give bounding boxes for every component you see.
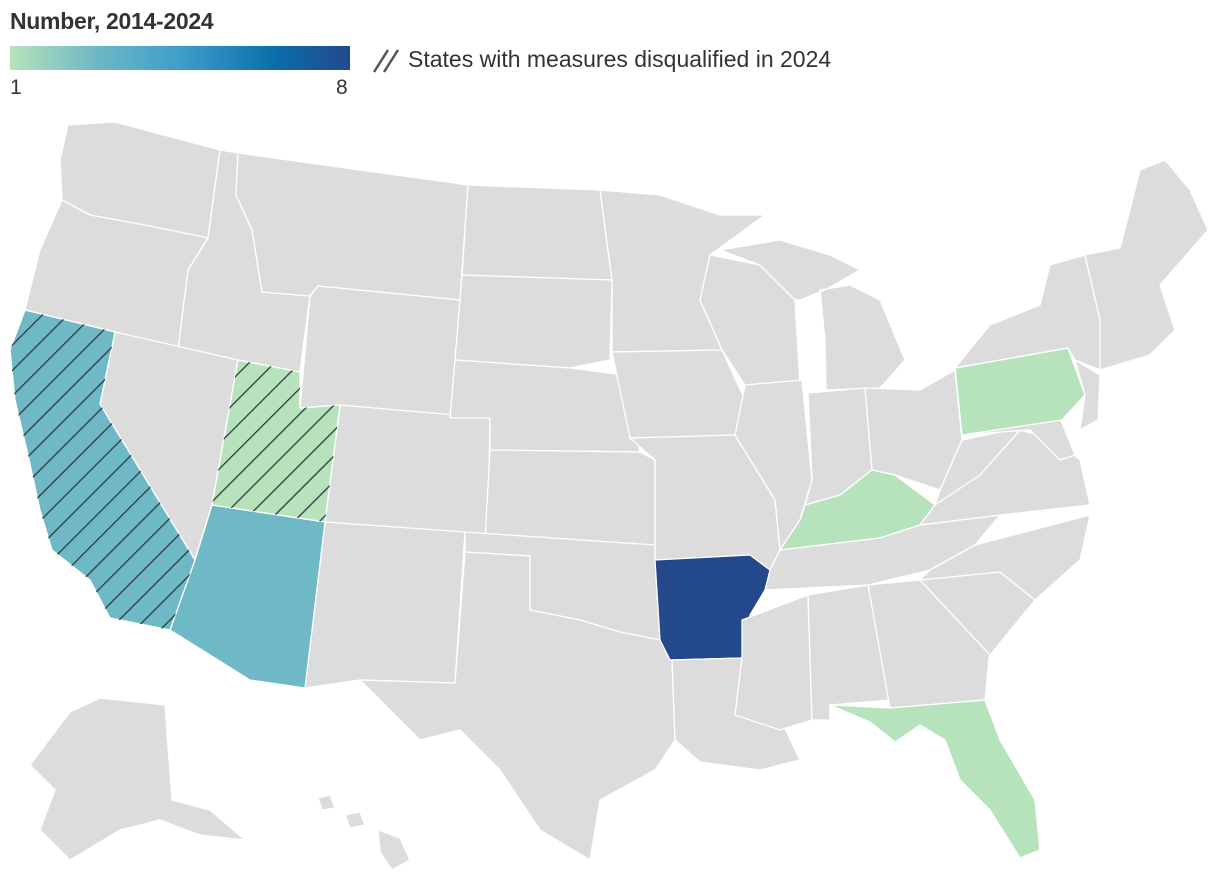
state-kansas[interactable] [484,449,656,546]
scale-min-label: 1 [10,76,22,99]
state-south-dakota[interactable] [454,274,613,369]
state-new-mexico[interactable] [304,521,466,689]
state-iowa[interactable] [611,349,746,439]
hatch-legend-icon [372,49,400,73]
state-florida[interactable] [829,699,1041,859]
state-montana[interactable] [235,152,469,301]
state-new-england[interactable] [1084,159,1209,371]
state-new-york[interactable] [954,254,1101,371]
state-utah[interactable] [211,359,341,523]
state-north-dakota[interactable] [461,184,613,281]
state-new-jersey[interactable] [1074,359,1101,431]
state-hawaii[interactable] [317,794,411,871]
state-arkansas[interactable] [654,554,771,661]
legend-title: Number, 2014-2024 [10,8,214,34]
scale-max-label: 8 [336,76,348,99]
state-alaska[interactable] [29,697,246,861]
color-scale-bar [10,46,350,70]
hatch-legend-label: States with measures disqualified in 202… [408,46,832,72]
state-georgia[interactable] [867,579,991,709]
state-north-carolina[interactable] [919,514,1091,601]
state-wyoming[interactable] [299,285,461,421]
state-michigan[interactable] [719,239,906,391]
state-colorado[interactable] [324,404,491,536]
state-texas[interactable] [359,551,676,861]
state-california[interactable] [9,309,196,631]
